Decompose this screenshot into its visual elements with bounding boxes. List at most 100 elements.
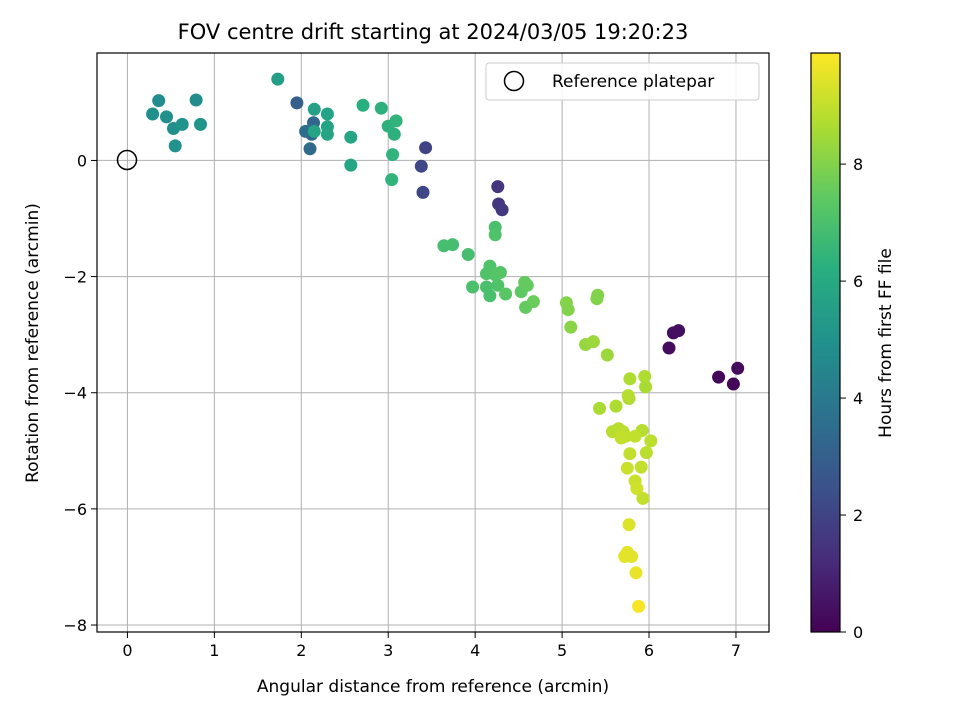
axes: 0 1 2 3 4 5 6 7 0 −2 −4 −6 −8 xyxy=(63,151,741,660)
scatter-point xyxy=(520,278,534,292)
scatter-point xyxy=(414,159,428,173)
scatter-point xyxy=(466,280,480,294)
scatter-point xyxy=(600,348,614,362)
y-axis-label: Rotation from reference (arcmin) xyxy=(23,203,43,483)
scatter-point xyxy=(491,278,505,292)
scatter-point xyxy=(385,173,399,187)
scatter-point xyxy=(303,142,317,156)
grid xyxy=(97,53,769,632)
data-points xyxy=(146,72,745,613)
scatter-point xyxy=(194,117,207,131)
scatter-point xyxy=(636,491,650,505)
scatter-point xyxy=(712,370,726,384)
y-tick-label: −4 xyxy=(63,384,87,403)
y-tick-label: −6 xyxy=(63,500,87,519)
x-tick-label: 4 xyxy=(470,641,480,660)
scatter-point xyxy=(632,599,646,613)
scatter-point xyxy=(593,401,606,415)
colorbar-tick-label: 8 xyxy=(853,155,863,174)
scatter-point xyxy=(625,550,639,563)
colorbar-tick-label: 0 xyxy=(853,623,863,642)
scatter-point xyxy=(387,127,401,141)
scatter-point xyxy=(389,114,403,128)
scatter-point xyxy=(175,117,189,131)
colorbar-tick-label: 2 xyxy=(853,506,863,525)
scatter-point xyxy=(639,380,653,394)
scatter-point xyxy=(320,127,334,141)
scatter-point xyxy=(614,431,628,445)
scatter-point xyxy=(609,399,623,413)
colorbar-tick-label: 6 xyxy=(853,272,863,291)
scatter-point xyxy=(672,324,686,338)
scatter-point xyxy=(160,110,173,124)
plot-frame xyxy=(96,52,770,633)
x-tick-label: 5 xyxy=(557,641,567,660)
y-tick-label: 0 xyxy=(77,151,87,170)
scatter-point xyxy=(271,72,285,86)
scatter-point xyxy=(495,203,509,217)
scatter-point xyxy=(629,566,643,580)
x-tick-label: 6 xyxy=(644,641,654,660)
scatter-point xyxy=(621,389,635,403)
scatter-point xyxy=(356,98,370,112)
scatter-point xyxy=(416,185,430,199)
scatter-point xyxy=(622,518,636,532)
scatter-point xyxy=(628,429,642,443)
scatter-point xyxy=(488,228,502,242)
x-tick-label: 7 xyxy=(731,641,741,660)
colorbar-label: Hours from first FF file xyxy=(876,248,896,438)
legend-marker xyxy=(503,70,525,92)
scatter-point xyxy=(483,289,497,303)
scatter-point xyxy=(623,372,637,386)
scatter-point xyxy=(564,320,578,334)
scatter-point xyxy=(146,107,160,121)
scatter-point xyxy=(623,447,637,461)
scatter-point xyxy=(491,180,505,194)
scatter-point xyxy=(561,303,575,317)
scatter-point xyxy=(461,248,475,261)
scatter-point xyxy=(526,295,540,309)
scatter-point xyxy=(634,460,648,474)
scatter-point xyxy=(731,361,745,375)
scatter-point xyxy=(639,446,653,460)
scatter-point xyxy=(320,107,334,121)
scatter-point xyxy=(590,292,604,306)
scatter-point xyxy=(386,148,400,162)
x-tick-label: 3 xyxy=(383,641,393,660)
scatter-point xyxy=(168,139,182,153)
scatter-point xyxy=(344,130,358,144)
legend: Reference platepar xyxy=(485,62,760,101)
scatter-point xyxy=(644,434,658,448)
scatter-point xyxy=(638,370,652,383)
scatter-point xyxy=(152,94,166,108)
x-tick-label: 0 xyxy=(122,641,132,660)
colorbar: 0 2 4 6 8 Hours from first FF file xyxy=(810,52,896,642)
legend-label: Reference platepar xyxy=(552,72,714,92)
chart-title: FOV centre drift starting at 2024/03/05 … xyxy=(178,20,689,44)
scatter-point xyxy=(446,238,460,252)
y-tick-label: −8 xyxy=(63,616,87,635)
scatter-point xyxy=(493,266,507,279)
scatter-point xyxy=(374,101,388,115)
scatter-point xyxy=(189,93,203,107)
scatter-point xyxy=(662,341,676,355)
scatter-point xyxy=(620,461,634,475)
scatter-point xyxy=(290,96,304,110)
x-tick-label: 2 xyxy=(296,641,306,660)
scatter-point xyxy=(307,102,321,116)
x-axis-label: Angular distance from reference (arcmin) xyxy=(257,677,609,697)
scatter-point xyxy=(307,124,321,138)
scatter-point xyxy=(344,158,358,172)
x-tick-label: 1 xyxy=(209,641,219,660)
legend-box xyxy=(485,62,760,101)
colorbar-tick-label: 4 xyxy=(853,389,863,408)
colorbar-ticks: 0 2 4 6 8 xyxy=(840,155,863,642)
scatter-point xyxy=(630,482,644,496)
reference-platepar-marker xyxy=(116,149,138,171)
scatter-point xyxy=(419,141,433,155)
scatter-point xyxy=(499,287,513,301)
colorbar-gradient xyxy=(810,52,841,633)
scatter-point xyxy=(586,335,600,349)
scatter-point xyxy=(726,377,740,391)
